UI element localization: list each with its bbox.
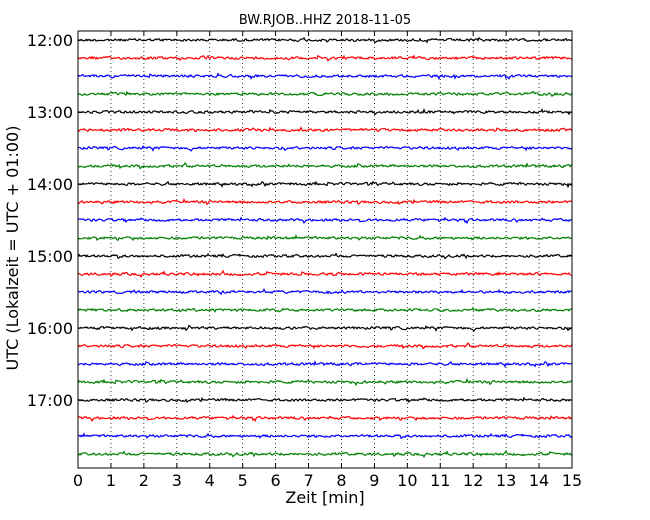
chart-title: BW.RJOB..HHZ 2018-11-05 bbox=[239, 13, 411, 28]
seismic-trace bbox=[77, 126, 573, 133]
seismic-trace bbox=[77, 396, 573, 404]
seismic-trace bbox=[77, 216, 573, 225]
seismic-trace bbox=[77, 72, 573, 81]
seismic-trace bbox=[77, 36, 573, 44]
y-tick-label: 13:00 bbox=[27, 103, 73, 122]
x-tick-label: 14 bbox=[529, 471, 549, 490]
x-tick-label: 15 bbox=[562, 471, 582, 490]
seismic-trace bbox=[77, 269, 573, 279]
x-tick-label: 9 bbox=[369, 471, 379, 490]
seismic-trace bbox=[77, 144, 573, 152]
x-tick-label: 7 bbox=[303, 471, 313, 490]
seismic-trace bbox=[77, 108, 573, 116]
seismic-trace bbox=[77, 449, 573, 459]
x-tick-label: 0 bbox=[73, 471, 83, 490]
x-axis-label: Zeit [min] bbox=[285, 488, 364, 507]
seismic-trace bbox=[77, 180, 573, 189]
plot-area bbox=[78, 31, 572, 468]
x-tick-label: 6 bbox=[271, 471, 281, 490]
seismic-trace bbox=[77, 360, 573, 368]
x-axis-ticks: 0 1 2 3 4 5 6 7 8 9 10 11 12 13 14 15 bbox=[73, 31, 582, 490]
y-tick-label: 15:00 bbox=[27, 247, 73, 266]
x-tick-label: 8 bbox=[336, 471, 346, 490]
seismic-trace bbox=[77, 252, 573, 260]
traces bbox=[77, 36, 573, 459]
grid-lines bbox=[110, 31, 540, 468]
seismic-trace bbox=[77, 432, 573, 439]
y-tick-label: 17:00 bbox=[27, 391, 73, 410]
seismic-trace bbox=[77, 288, 573, 296]
y-tick-label: 16:00 bbox=[27, 319, 73, 338]
seismic-trace bbox=[77, 234, 573, 242]
y-tick-label: 12:00 bbox=[27, 31, 73, 50]
seismic-trace bbox=[77, 342, 573, 350]
x-tick-label: 1 bbox=[106, 471, 116, 490]
x-tick-label: 4 bbox=[205, 471, 215, 490]
y-axis-label: UTC (Lokalzeit = UTC + 01:00) bbox=[3, 126, 22, 371]
y-axis-ticks: 12:00 13:00 14:00 15:00 16:00 17:00 bbox=[27, 31, 572, 410]
seismic-trace bbox=[77, 197, 573, 206]
x-tick-label: 10 bbox=[397, 471, 417, 490]
seismic-trace bbox=[77, 54, 573, 62]
x-tick-label: 3 bbox=[172, 471, 182, 490]
y-tick-label: 14:00 bbox=[27, 175, 73, 194]
x-tick-label: 11 bbox=[430, 471, 450, 490]
seismic-trace bbox=[77, 306, 573, 313]
x-tick-label: 13 bbox=[496, 471, 516, 490]
x-tick-label: 2 bbox=[139, 471, 149, 490]
plot-frame bbox=[77, 30, 573, 469]
seismic-trace bbox=[77, 90, 573, 98]
seismic-trace bbox=[77, 414, 573, 423]
x-tick-label: 12 bbox=[463, 471, 483, 490]
seismic-trace bbox=[77, 162, 573, 170]
x-tick-label: 5 bbox=[238, 471, 248, 490]
seismic-trace bbox=[77, 324, 573, 332]
seismic-trace bbox=[77, 377, 573, 387]
